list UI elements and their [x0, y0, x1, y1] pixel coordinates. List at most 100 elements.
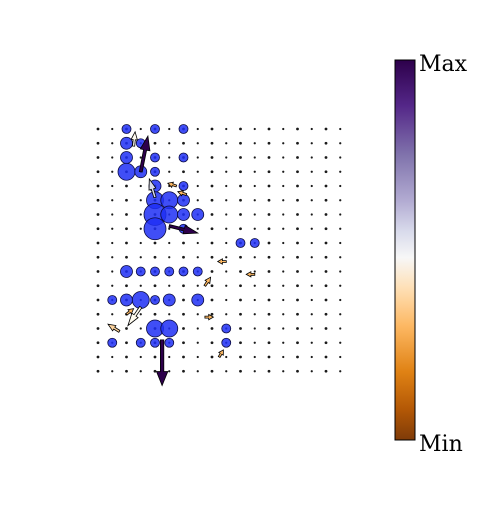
grid-dot [253, 298, 256, 302]
grid-dot [210, 255, 214, 259]
grid-dot [310, 298, 313, 302]
magnitude-circle [120, 151, 133, 164]
grid-dot [210, 170, 214, 174]
grid-dot [267, 369, 271, 373]
grid-dot [210, 184, 214, 188]
grid-dot [296, 255, 299, 259]
grid-dot [225, 355, 228, 359]
grid-dot [253, 313, 256, 316]
grid-dot [282, 370, 285, 373]
magnitude-circle [135, 266, 146, 277]
grid-dot [267, 298, 271, 302]
grid-dot [168, 241, 171, 245]
magnitude-circle [221, 323, 232, 334]
vector-arrow [168, 224, 200, 235]
grid-dot [210, 241, 214, 245]
magnitude-circle [150, 152, 160, 163]
grid-dot [339, 327, 342, 330]
grid-dot [196, 127, 199, 131]
grid-dot [139, 241, 142, 245]
grid-dot [282, 184, 285, 188]
grid-dot [282, 313, 285, 316]
grid-dot [239, 170, 242, 174]
grid-dot [296, 213, 299, 216]
magnitude-circle [121, 124, 132, 134]
grid-dot [182, 327, 185, 330]
grid-dot [111, 184, 114, 188]
grid-dot [339, 227, 342, 230]
vector-arrow [127, 305, 143, 327]
grid-dot [239, 312, 242, 316]
grid-dot [225, 127, 228, 131]
grid-dot [96, 298, 100, 302]
magnitude-circle [120, 293, 133, 307]
magnitude-circle [164, 266, 175, 277]
magnitude-circle [164, 337, 175, 348]
grid-dot [339, 341, 342, 344]
grid-dot [225, 184, 228, 188]
magnitude-circles [107, 124, 260, 348]
colorbar [394, 59, 416, 441]
grid-dot [282, 127, 285, 131]
grid-dot [239, 355, 242, 359]
grid-dot [267, 241, 271, 245]
grid-dot [210, 227, 214, 231]
grid-dot [296, 327, 299, 330]
grid-dot [267, 198, 271, 202]
grid-dot [339, 241, 342, 245]
grid-dot [225, 170, 228, 173]
grid-dot [310, 270, 313, 273]
grid-dot [310, 355, 313, 359]
grid-dot [168, 170, 171, 173]
grid-dot [210, 298, 214, 302]
grid-dot [125, 213, 128, 216]
grid-dot [239, 184, 242, 188]
grid-dot [96, 327, 100, 330]
grid-dot [282, 213, 285, 216]
grid-dot [210, 198, 214, 202]
grid-dot [225, 199, 228, 202]
grid-dot [253, 213, 256, 216]
magnitude-circle [107, 295, 118, 305]
grid-dot [324, 255, 328, 259]
grid-dot [210, 327, 214, 330]
grid-dot [111, 284, 114, 287]
grid-dot [96, 341, 100, 345]
grid-dot [324, 198, 328, 202]
grid-dot [139, 355, 142, 359]
grid-dot [324, 327, 328, 330]
grid-dot [339, 156, 342, 159]
grid-dot [310, 341, 313, 344]
magnitude-circle [131, 291, 150, 309]
grid-dot [96, 284, 100, 288]
vector-arrow [203, 276, 212, 287]
grid-dot [96, 184, 100, 188]
grid-dot [282, 199, 285, 202]
grid-dot [253, 156, 256, 159]
grid-dot [339, 270, 342, 273]
grid-dot [139, 256, 142, 259]
magnitude-circle [107, 337, 118, 348]
grid-dot [125, 241, 128, 245]
grid-dot [324, 270, 328, 273]
grid-dot [267, 255, 271, 259]
grid-dot [210, 355, 214, 359]
magnitude-circle [249, 238, 260, 248]
grid-dot [125, 227, 128, 231]
grid-dot [339, 256, 342, 259]
grid-dot [310, 184, 313, 188]
grid-dot [310, 142, 313, 145]
vector-arrow [245, 271, 256, 278]
grid-dot [111, 199, 114, 202]
grid-dot [111, 227, 114, 230]
magnitude-circle [135, 337, 146, 348]
grid-dot [296, 127, 299, 131]
grid-dot [296, 270, 299, 273]
grid-dot [210, 141, 214, 145]
grid-dot [182, 341, 185, 345]
grid-dot [267, 312, 271, 316]
grid-dot [339, 213, 342, 216]
grid-dot [96, 270, 100, 273]
colorbar-max-label: Max [419, 52, 468, 77]
grid-dot [324, 298, 328, 302]
